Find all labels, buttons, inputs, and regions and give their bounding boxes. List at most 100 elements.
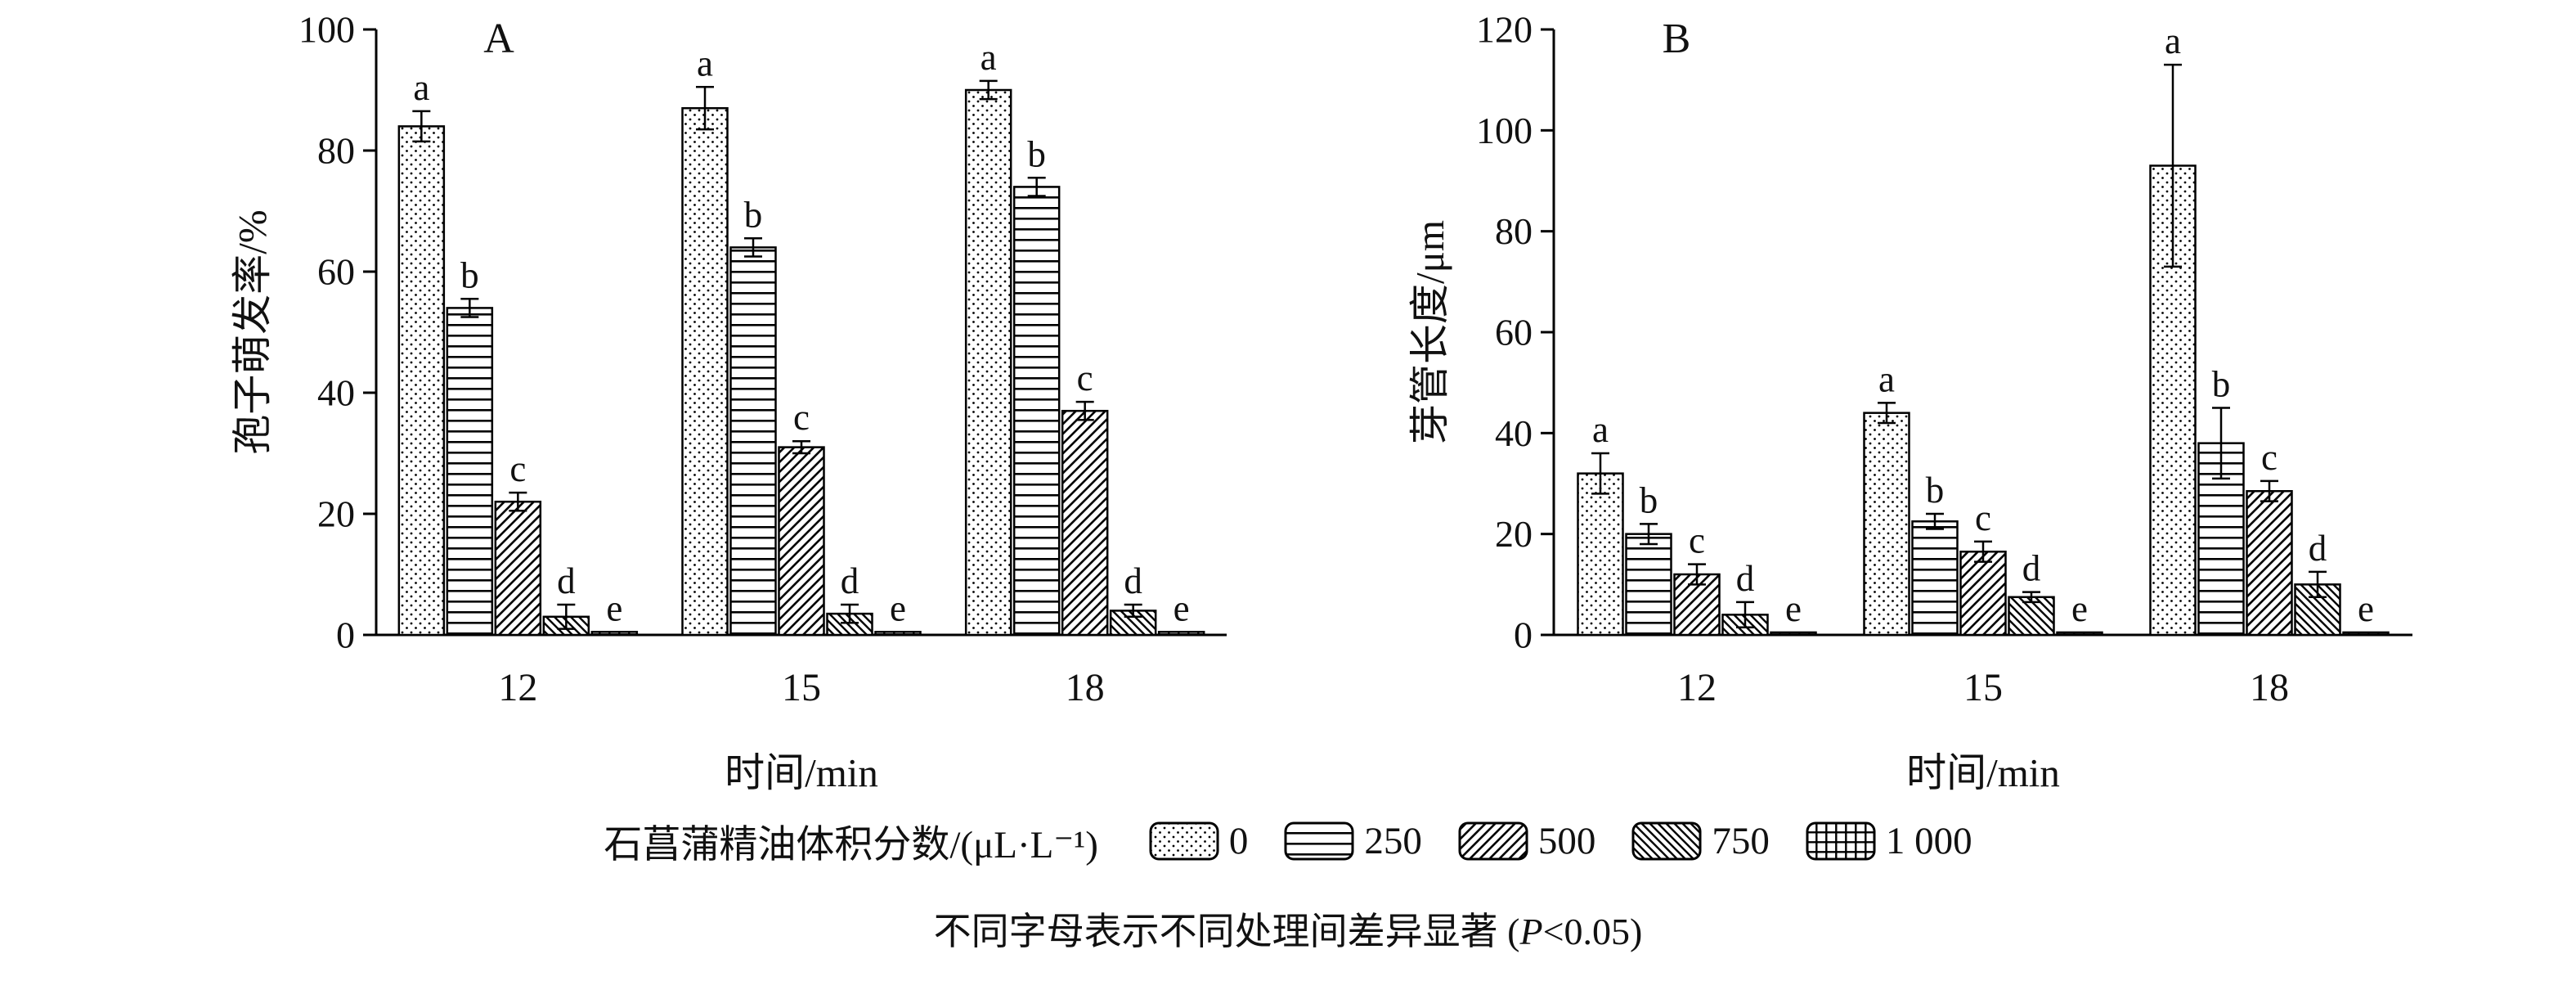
legend-label: 250 [1364,819,1422,862]
sig-letter: e [606,587,622,628]
panel-label: A [483,16,514,62]
bar-B-18-500 [2246,490,2293,637]
legend-item-500: 500 [1458,819,1596,863]
sig-letter: b [2212,364,2231,405]
sig-letter: e [2071,588,2088,629]
sig-letter: b [744,194,763,235]
bar-B-15-0 [1863,412,1910,637]
bar-A-12-250 [446,307,494,637]
legend-swatch-bslash [1631,821,1702,860]
legend-item-0: 0 [1149,819,1249,863]
y-tick-label: 120 [1476,9,1533,51]
caption-text-after: <0.05) [1542,911,1643,952]
bar-A-12-1000 [590,631,639,637]
sig-letter: e [890,587,906,628]
legend-items: 0 250 500 750 1 000 [1113,819,1972,863]
sig-letter: d [557,560,576,601]
y-axis-title: 孢子萌发率/% [230,209,275,454]
bar-B-15-250 [1911,520,1959,637]
charts-row: 0 20 40 60 80 100 A 孢子萌发率/% 时间/min 12 15 18 a a a b b b c c… [0,5,2576,811]
legend-swatch-rect [1458,821,1528,860]
y-tick-label: 100 [298,9,355,51]
bar-A-18-250 [1012,186,1061,637]
legend: 石菖蒲精油体积分数/(μL·L⁻¹) 0 250 500 750 1 000 [0,812,2576,869]
sig-letter: b [1027,133,1046,174]
x-category-label: 15 [1963,666,2003,709]
sig-letter: d [2309,528,2327,569]
legend-label: 500 [1537,819,1596,862]
sig-letter: a [1878,358,1895,399]
y-tick-label: 0 [1514,614,1533,656]
sig-letter: d [2022,548,2041,589]
legend-item-750: 750 [1631,819,1770,863]
bar-A-15-0 [681,106,729,637]
sig-letter: a [697,43,713,83]
bar-A-15-250 [729,246,777,637]
legend-swatch-hlines [1284,821,1354,860]
y-axis-title: 芽管长度/μm [1407,220,1452,444]
legend-item-250: 250 [1284,819,1422,863]
sig-letter: a [413,67,429,108]
legend-swatch-grid [1806,821,1876,860]
sig-letter: b [1640,479,1658,520]
y-tick-label: 60 [1495,312,1533,353]
bar-A-18-0 [964,88,1012,637]
y-tick-label: 40 [317,372,355,414]
sig-letter: c [1077,358,1093,398]
sig-letter: c [509,448,526,489]
y-tick-label: 60 [317,251,355,293]
sig-letter: e [1785,588,1802,629]
sig-letter: c [1975,497,1991,538]
bar-B-18-1000 [2342,631,2390,637]
legend-swatch-rect [1149,821,1219,860]
legend-item-1000: 1 000 [1806,819,1972,863]
bar-A-18-1000 [1157,631,1205,637]
bar-B-15-500 [1959,551,2007,637]
legend-swatch-rect [1284,821,1354,860]
sig-letter: c [2261,437,2278,478]
legend-label: 1 000 [1885,819,1972,862]
y-tick-label: 0 [336,614,355,656]
panel-label: B [1663,16,1691,62]
legend-swatch-rect [1806,821,1876,860]
bar-A-12-0 [397,125,446,637]
bar-A-18-500 [1061,409,1109,637]
y-tick-label: 20 [317,493,355,535]
bar-A-15-1000 [874,631,922,637]
bar-B-12-250 [1625,533,1672,637]
x-category-label: 12 [1677,666,1717,709]
y-tick-label: 100 [1476,110,1533,151]
caption-p-symbol: P [1519,911,1543,952]
caption: 不同字母表示不同处理间差异显著 (P<0.05) [0,902,2576,956]
x-axis-title: 时间/min [725,750,878,795]
legend-swatch-fslash [1458,821,1528,860]
legend-label: 0 [1228,819,1249,862]
sig-letter: d [1124,560,1142,601]
bar-B-12-1000 [1770,631,1817,637]
y-tick-label: 40 [1495,412,1533,454]
sig-letter: a [981,37,997,78]
sig-letter: d [1736,558,1755,599]
y-tick-label: 20 [1495,513,1533,555]
bar-B-15-1000 [2056,631,2103,637]
sig-letter: c [1689,520,1705,561]
caption-text-before: 不同字母表示不同处理间差异显著 ( [933,911,1520,952]
bar-A-12-500 [494,500,542,637]
bar-A-15-500 [778,446,825,637]
x-category-label: 18 [1066,666,1105,709]
x-category-label: 12 [498,666,537,709]
y-tick-label: 80 [317,130,355,172]
chart-panel-a: 0 20 40 60 80 100 A 孢子萌发率/% 时间/min 12 15 18 a a a b b b c c… [230,9,1227,795]
x-category-label: 18 [2250,666,2289,709]
legend-swatch-dots [1149,821,1219,860]
sig-letter: a [2165,20,2181,61]
y-tick-label: 80 [1495,210,1533,252]
sig-letter: c [793,397,810,438]
sig-letter: e [2358,588,2374,629]
sig-letter: a [1592,409,1609,450]
sig-letter: b [460,254,479,295]
bar-B-12-0 [1577,472,1624,637]
bar-B-12-500 [1673,573,1721,637]
x-axis-title: 时间/min [1906,750,2060,795]
